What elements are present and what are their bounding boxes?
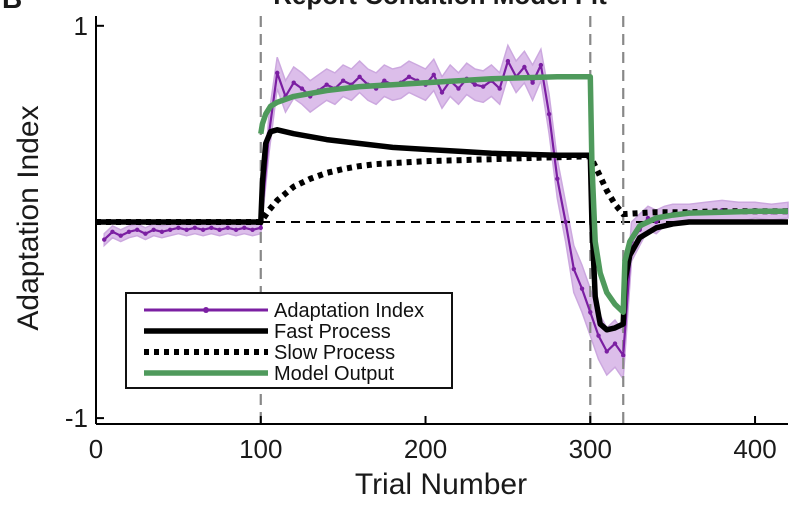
series-line-slow-process <box>96 153 788 225</box>
legend-label-slow-process: Slow Process <box>274 342 395 364</box>
legend-marker <box>203 307 209 313</box>
data-point <box>324 82 329 87</box>
data-point <box>242 225 247 231</box>
data-point <box>431 72 436 78</box>
data-point <box>118 233 123 238</box>
data-point <box>291 80 296 85</box>
data-point <box>143 231 148 236</box>
series-model-output <box>258 74 788 315</box>
data-point <box>250 227 255 233</box>
data-point <box>621 353 626 358</box>
x-tick-label: 0 <box>89 434 103 464</box>
data-point <box>612 341 618 346</box>
data-point <box>596 333 601 338</box>
series-slow-process <box>96 153 788 225</box>
data-point <box>588 309 593 315</box>
data-point <box>209 225 214 231</box>
data-point <box>546 111 552 117</box>
adaptation-index-band <box>103 43 789 382</box>
data-point <box>225 225 231 231</box>
x-tick-label: 100 <box>239 434 282 464</box>
data-point <box>563 219 568 225</box>
data-point <box>505 58 511 64</box>
data-point <box>258 225 263 231</box>
data-point <box>340 78 346 83</box>
data-point <box>176 225 181 231</box>
data-point <box>126 229 132 234</box>
data-point <box>406 74 412 80</box>
y-tick-label: 1 <box>74 11 88 41</box>
data-point <box>167 227 173 233</box>
series-line-model-output <box>258 74 788 315</box>
data-point <box>439 90 445 95</box>
data-point <box>159 229 165 234</box>
data-point <box>200 227 206 233</box>
panel-letter: B <box>2 0 22 14</box>
adaptation-index-band-layer <box>103 43 789 382</box>
data-point <box>472 82 478 87</box>
data-point <box>382 78 387 83</box>
y-axis-label: Adaptation Index <box>12 105 45 330</box>
data-point <box>110 229 115 234</box>
legend-label-adaptation-index: Adaptation Index <box>274 300 424 322</box>
data-point <box>480 84 486 89</box>
data-point <box>530 80 535 85</box>
y-tick-label: -1 <box>65 403 88 433</box>
data-point <box>192 225 198 231</box>
x-tick-label: 200 <box>404 434 447 464</box>
data-point <box>604 349 609 354</box>
chart-title: Report Condition Model Fit <box>273 0 607 10</box>
data-point <box>571 266 577 272</box>
data-point <box>102 237 107 242</box>
x-tick-label: 400 <box>733 434 776 464</box>
data-point <box>522 64 527 70</box>
data-point <box>555 176 560 182</box>
legend-label-fast-process: Fast Process <box>274 321 391 343</box>
data-point <box>299 86 305 91</box>
data-point <box>456 86 461 91</box>
data-point <box>275 70 280 76</box>
legend-label-model-output: Model Output <box>274 363 395 385</box>
data-point <box>184 227 189 233</box>
data-point <box>538 62 544 68</box>
data-point <box>134 227 140 233</box>
axes-layer: 0 100 200 300 400 -1 1 <box>65 11 788 464</box>
x-tick-label: 300 <box>569 434 612 464</box>
data-point <box>233 227 239 233</box>
data-point <box>357 74 362 80</box>
data-point <box>151 227 156 233</box>
x-axis-label: Trial Number <box>355 468 527 501</box>
series-lines-layer <box>96 58 788 358</box>
data-point <box>579 286 585 291</box>
data-point <box>217 227 222 233</box>
data-point <box>497 86 502 91</box>
